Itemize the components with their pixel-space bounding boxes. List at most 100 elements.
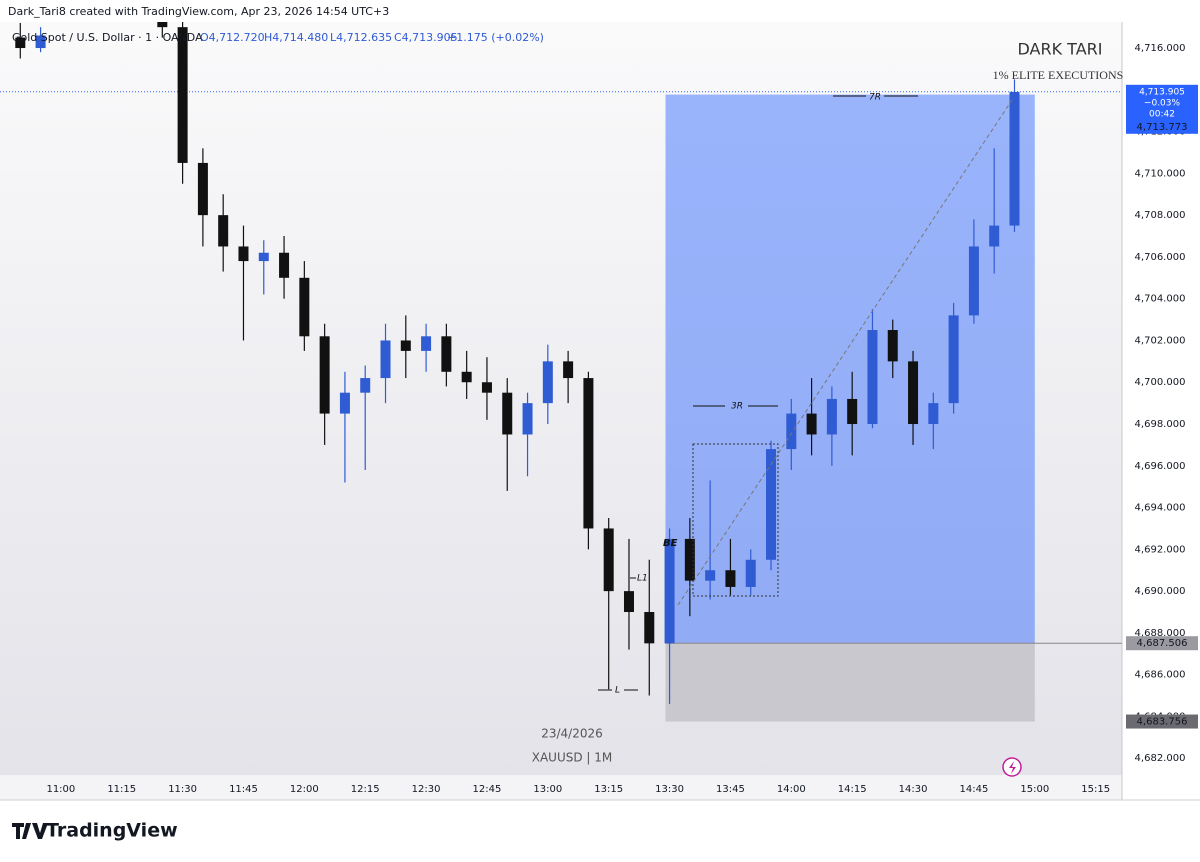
candle-body bbox=[197, 162, 208, 216]
candle-body bbox=[948, 315, 959, 404]
x-tick-label: 11:45 bbox=[229, 784, 258, 795]
candle-body bbox=[908, 361, 919, 425]
candle-body bbox=[441, 336, 452, 372]
y-tick-label: 4,694.000 bbox=[1135, 503, 1186, 514]
date-label: 23/4/2026 bbox=[541, 727, 603, 741]
legend-close: C4,713.905 bbox=[394, 31, 458, 44]
candle-body bbox=[339, 392, 350, 414]
x-tick-label: 11:00 bbox=[46, 784, 75, 795]
candle-body bbox=[867, 330, 878, 425]
candle-body bbox=[826, 398, 837, 435]
entry-price-label: 4,687.506 bbox=[1137, 638, 1188, 649]
candle-body bbox=[279, 252, 290, 278]
candle-body bbox=[664, 538, 675, 644]
candle-body bbox=[887, 330, 898, 362]
tv-logo bbox=[12, 823, 48, 839]
candle-body bbox=[1009, 91, 1020, 226]
y-tick-label: 4,688.000 bbox=[1135, 628, 1186, 639]
candle-body bbox=[583, 378, 594, 529]
candle-body bbox=[177, 27, 188, 163]
time-axis-bg bbox=[0, 775, 1122, 800]
candle-body bbox=[157, 22, 168, 28]
candle-body bbox=[603, 528, 614, 592]
countdown: 00:42 bbox=[1149, 109, 1175, 119]
x-tick-label: 13:30 bbox=[655, 784, 684, 795]
y-tick-label: 4,708.000 bbox=[1135, 210, 1186, 221]
candle-body bbox=[238, 246, 249, 262]
r3-label: 3R bbox=[731, 402, 743, 412]
candle-body bbox=[786, 413, 797, 450]
x-tick-label: 12:30 bbox=[412, 784, 441, 795]
candle-body bbox=[380, 340, 391, 379]
candle-body bbox=[218, 215, 229, 247]
y-tick-label: 4,706.000 bbox=[1135, 252, 1186, 263]
y-tick-label: 4,700.000 bbox=[1135, 377, 1186, 388]
range-box bbox=[692, 443, 779, 597]
candle-body bbox=[989, 225, 1000, 247]
candle-body bbox=[258, 252, 269, 262]
symbol-label: XAUUSD | 1M bbox=[532, 751, 613, 765]
entry-price-label-bg bbox=[1126, 636, 1198, 651]
x-tick-label: 11:15 bbox=[107, 784, 136, 795]
brand-subtitle: 1% ELITE EXECUTIONS bbox=[993, 68, 1124, 82]
candle-body bbox=[766, 449, 777, 560]
candle-body bbox=[847, 398, 858, 425]
y-tick-label: 4,696.000 bbox=[1135, 461, 1186, 472]
stop-zone bbox=[665, 643, 1035, 722]
target-price-label: 4,713.773 bbox=[1137, 122, 1188, 133]
candle-body bbox=[542, 361, 553, 404]
x-tick-label: 15:00 bbox=[1020, 784, 1049, 795]
r7-label: 7R bbox=[869, 93, 881, 103]
y-tick-label: 4,686.000 bbox=[1135, 670, 1186, 681]
x-tick-label: 14:45 bbox=[959, 784, 988, 795]
trend-line bbox=[677, 99, 1013, 606]
candle-body bbox=[806, 413, 817, 435]
y-tick-label: 4,682.000 bbox=[1135, 753, 1186, 764]
x-tick-label: 12:15 bbox=[351, 784, 380, 795]
candle-body bbox=[623, 591, 634, 613]
l1-label: L1 bbox=[637, 574, 648, 584]
y-tick-label: 4,710.000 bbox=[1135, 168, 1186, 179]
y-tick-label: 4,716.000 bbox=[1135, 43, 1186, 54]
header: Dark_Tari8 created with TradingView.com,… bbox=[8, 5, 389, 18]
x-tick-label: 13:00 bbox=[533, 784, 562, 795]
target-price-label-bg bbox=[1126, 119, 1198, 134]
candle-body bbox=[461, 371, 472, 383]
candle-body bbox=[928, 403, 939, 425]
change-pct: −0.03% bbox=[1144, 98, 1181, 108]
candle-body bbox=[35, 35, 46, 49]
x-tick-label: 11:30 bbox=[168, 784, 197, 795]
candle-body bbox=[481, 382, 492, 393]
legend-low: L4,712.635 bbox=[330, 31, 392, 44]
y-tick-label: 4,704.000 bbox=[1135, 294, 1186, 305]
y-tick-label: 4,692.000 bbox=[1135, 544, 1186, 555]
candle-body bbox=[684, 538, 695, 581]
x-tick-label: 12:45 bbox=[473, 784, 502, 795]
y-tick-label: 4,698.000 bbox=[1135, 419, 1186, 430]
candle-body bbox=[421, 336, 432, 351]
be-label: BE bbox=[663, 538, 678, 549]
candle-body bbox=[319, 336, 330, 414]
candle-body bbox=[563, 361, 574, 379]
x-tick-label: 14:00 bbox=[777, 784, 806, 795]
x-tick-label: 13:15 bbox=[594, 784, 623, 795]
legend-change: +1.175 (+0.02%) bbox=[447, 31, 544, 44]
candle-body bbox=[705, 570, 716, 581]
stop-price-label-bg bbox=[1126, 714, 1198, 729]
candle-body bbox=[400, 340, 411, 351]
x-tick-label: 14:30 bbox=[899, 784, 928, 795]
x-tick-label: 14:15 bbox=[838, 784, 867, 795]
candle-body bbox=[299, 277, 310, 337]
candle-body bbox=[502, 392, 513, 435]
legend-open: O4,712.720 bbox=[200, 31, 265, 44]
last-price-label: 4,713.905 bbox=[1139, 87, 1185, 97]
x-tick-label: 15:15 bbox=[1081, 784, 1110, 795]
candle-body bbox=[745, 559, 756, 587]
candle-body bbox=[522, 403, 533, 435]
candle-body bbox=[360, 378, 371, 393]
footer-brand: TradingView bbox=[46, 820, 178, 842]
brand-title: DARK TARI bbox=[1018, 40, 1103, 59]
legend-high: H4,714.480 bbox=[264, 31, 328, 44]
legend-symbol: Gold Spot / U.S. Dollar · 1 · OANDA bbox=[12, 31, 203, 44]
l-label: L bbox=[615, 686, 620, 696]
